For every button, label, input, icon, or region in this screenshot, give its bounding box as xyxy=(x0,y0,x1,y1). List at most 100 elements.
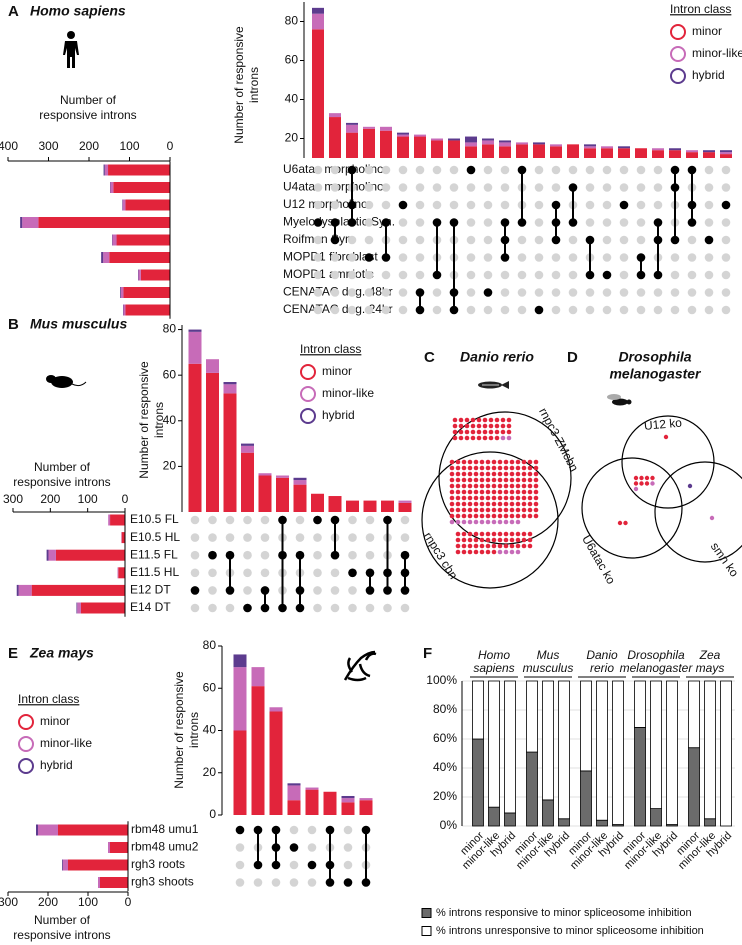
venn-dot xyxy=(485,519,491,525)
venn-dot xyxy=(521,471,527,477)
venn-dot xyxy=(491,465,497,471)
venn-dot xyxy=(500,417,506,423)
matrix-dot-empty xyxy=(260,515,270,525)
set-bar-segment xyxy=(108,842,110,853)
venn-dot xyxy=(473,465,479,471)
venn-dot xyxy=(449,471,455,477)
bar-segment xyxy=(703,150,715,153)
matrix-dot-empty xyxy=(636,183,646,192)
matrix-dot-empty xyxy=(483,235,493,245)
matrix-dot-empty xyxy=(670,305,680,315)
venn-dot xyxy=(663,434,669,440)
venn-dot xyxy=(509,549,515,555)
venn-dot xyxy=(455,537,461,543)
venn-dot xyxy=(461,471,467,477)
venn-dot xyxy=(509,489,515,495)
y-tick-label: 0% xyxy=(440,818,458,832)
bar-segment xyxy=(704,818,716,827)
matrix-dot-empty xyxy=(619,235,629,245)
venn-dot xyxy=(509,543,515,549)
matrix-dot-empty xyxy=(225,533,235,542)
set-bar-segment xyxy=(109,252,170,263)
venn-dot xyxy=(458,417,464,423)
matrix-dot-empty xyxy=(364,288,374,297)
matrix-dot-empty xyxy=(551,165,561,175)
matrix-dot-empty xyxy=(602,200,612,210)
venn-dot xyxy=(479,471,485,477)
matrix-dot xyxy=(383,515,392,525)
venn-dot xyxy=(521,513,527,519)
matrix-dot-empty xyxy=(653,183,663,192)
plant-icon-stem xyxy=(343,650,376,681)
legend-swatch xyxy=(421,908,432,918)
matrix-dot-empty xyxy=(415,253,425,262)
bar-segment xyxy=(542,680,554,801)
bar-segment xyxy=(669,150,681,158)
panel-label: F xyxy=(423,645,432,662)
bar-segment xyxy=(558,818,570,827)
venn-dot xyxy=(461,543,467,549)
venn-dot xyxy=(452,417,458,423)
matrix-dot-empty xyxy=(500,165,510,175)
bar-segment xyxy=(206,359,219,373)
matrix-dot xyxy=(208,550,217,560)
bar-segment xyxy=(618,146,630,149)
venn-dot xyxy=(503,537,509,543)
bar-segment xyxy=(584,148,596,158)
matrix-dot xyxy=(653,270,663,280)
legend-label: hybrid xyxy=(692,68,725,82)
bar-segment xyxy=(414,136,426,158)
y-axis-label-line: Number of responsive xyxy=(172,671,186,789)
set-label: MOPD1 amniotic xyxy=(283,267,374,281)
matrix-dot-empty xyxy=(500,200,510,210)
matrix-dot xyxy=(415,305,425,315)
venn-circle xyxy=(621,415,715,509)
set-bar-segment xyxy=(117,567,119,579)
matrix-dot-empty xyxy=(313,235,323,245)
matrix-dot-empty xyxy=(483,200,493,210)
matrix-dot-empty xyxy=(289,878,299,887)
y-tick-label: 0 xyxy=(209,807,216,821)
matrix-dot-empty xyxy=(721,218,731,227)
matrix-dot xyxy=(653,218,663,227)
legend-label: minor xyxy=(692,24,722,38)
legend-swatch xyxy=(670,68,686,84)
matrix-dot-empty xyxy=(585,165,595,175)
venn-dot xyxy=(533,495,539,501)
bar-segment xyxy=(580,680,592,772)
group-label: Drosophila xyxy=(627,648,685,662)
bar-segment xyxy=(488,806,500,827)
venn-dot xyxy=(506,417,512,423)
venn-dot xyxy=(515,543,521,549)
bar-segment xyxy=(652,148,664,151)
matrix-dot xyxy=(330,515,340,525)
matrix-dot xyxy=(253,860,263,870)
matrix-dot-empty xyxy=(517,253,527,262)
matrix-dot-empty xyxy=(343,825,353,835)
venn-dot xyxy=(464,435,470,441)
matrix-dot-empty xyxy=(313,200,323,210)
y-tick-label: 40 xyxy=(203,723,217,737)
y-tick-label: 60% xyxy=(433,731,457,745)
venn-dot xyxy=(494,417,500,423)
set-axis-label: Number of xyxy=(34,460,91,474)
venn-dot xyxy=(449,489,455,495)
bar-segment xyxy=(293,477,307,481)
legend-swatch xyxy=(670,46,686,62)
legend-label: minor-like xyxy=(40,736,92,750)
set-bar-segment xyxy=(48,549,56,561)
matrix-dot-empty xyxy=(602,305,612,315)
venn-dot xyxy=(485,495,491,501)
matrix-dot xyxy=(278,550,287,560)
group-label: melanogaster xyxy=(620,661,694,675)
venn-dot xyxy=(473,471,479,477)
set-axis-label: Number of xyxy=(60,93,117,107)
venn-dot xyxy=(491,531,497,537)
venn-dot xyxy=(467,471,473,477)
bar-segment xyxy=(516,144,528,158)
venn-dot xyxy=(467,495,473,501)
group-label: rerio xyxy=(590,661,614,675)
matrix-dot-empty xyxy=(687,305,697,315)
venn-dot xyxy=(650,481,655,486)
venn-dot xyxy=(515,459,521,465)
